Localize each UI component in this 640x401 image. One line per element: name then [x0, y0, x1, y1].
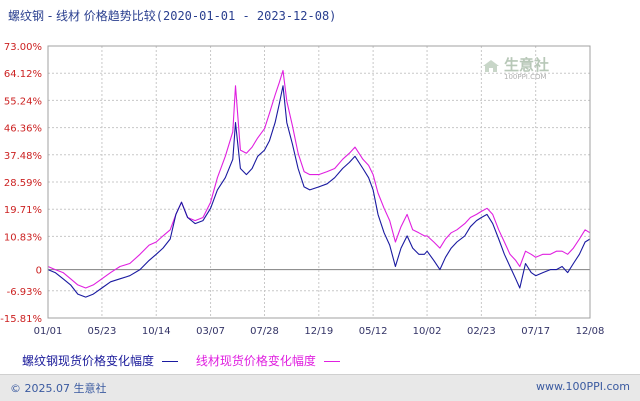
- y-tick-label: 37.48%: [4, 151, 42, 162]
- y-tick-label: 28.59%: [4, 178, 42, 189]
- y-tick-label: 46.36%: [4, 124, 42, 135]
- plot-frame: [47, 45, 591, 319]
- legend-item-wire-rod: 线材现货价格变化幅度: [196, 354, 340, 368]
- chart-series: [47, 69, 591, 298]
- y-tick-label: 73.00%: [4, 42, 42, 53]
- y-tick-label: -15.81%: [0, 314, 42, 325]
- legend-label-rebar: 螺纹钢现货价格变化幅度: [22, 354, 155, 368]
- line-chart: 73.00% 64.12% 55.24% 46.36% 37.48% 28.59% 19.7…: [0, 42, 605, 337]
- watermark-text: 生意社: [504, 56, 550, 74]
- chart-grid: [48, 45, 590, 319]
- legend-label-wire-rod: 线材现货价格变化幅度: [195, 354, 316, 368]
- x-axis: 01/01 05/23 10/14 03/07 07/28 12/19 05/12 10/02…: [34, 326, 605, 337]
- chart-title: 螺纹钢 - 线材 价格趋势比较(2020-01-01 - 2023-12-08): [8, 7, 336, 24]
- y-tick-label: 10.83%: [4, 232, 42, 243]
- footer-bar: © 2025.07 生意社 www.100PPI.com: [0, 374, 640, 401]
- x-tick-label: 05/23: [88, 326, 117, 337]
- chart-date-range: (2020-01-01 - 2023-12-08): [155, 9, 337, 23]
- y-tick-label: 55.24%: [4, 96, 42, 107]
- chart-title-text: 螺纹钢 - 线材 价格趋势比较: [8, 9, 156, 23]
- y-axis: 73.00% 64.12% 55.24% 46.36% 37.48% 28.59% 19.7…: [0, 42, 42, 325]
- footer-url[interactable]: www.100PPI.com: [536, 380, 630, 393]
- legend-swatch-wire-rod: [323, 361, 340, 362]
- x-tick-label: 02/23: [467, 326, 496, 337]
- watermark: 生意社 100PPI.COM: [482, 54, 549, 81]
- legend-item-rebar: 螺纹钢现货价格变化幅度: [22, 354, 182, 368]
- y-tick-label: 64.12%: [4, 69, 42, 80]
- y-tick-label: 19.71%: [4, 205, 42, 216]
- x-tick-label: 12/19: [304, 326, 333, 337]
- x-tick-label: 10/14: [142, 326, 171, 337]
- footer-copyright: © 2025.07 生意社: [10, 382, 107, 395]
- house-logo-icon: [483, 59, 499, 72]
- legend-swatch-rebar: [162, 361, 179, 362]
- chart-legend: 螺纹钢现货价格变化幅度 线材现货价格变化幅度: [22, 352, 340, 369]
- y-tick-label: -6.93%: [7, 287, 42, 298]
- x-tick-label: 05/12: [359, 326, 388, 337]
- x-tick-label: 12/08: [576, 326, 605, 337]
- x-tick-label: 03/07: [196, 326, 225, 337]
- watermark-sub: 100PPI.COM: [504, 73, 547, 81]
- x-tick-label: 01/01: [34, 326, 63, 337]
- series-line-wire-rod: [47, 69, 591, 289]
- x-tick-label: 07/28: [250, 326, 279, 337]
- x-tick-label: 07/17: [521, 326, 550, 337]
- series-line-rebar: [47, 85, 591, 298]
- x-tick-label: 10/02: [413, 326, 442, 337]
- y-tick-label: 0: [36, 266, 42, 277]
